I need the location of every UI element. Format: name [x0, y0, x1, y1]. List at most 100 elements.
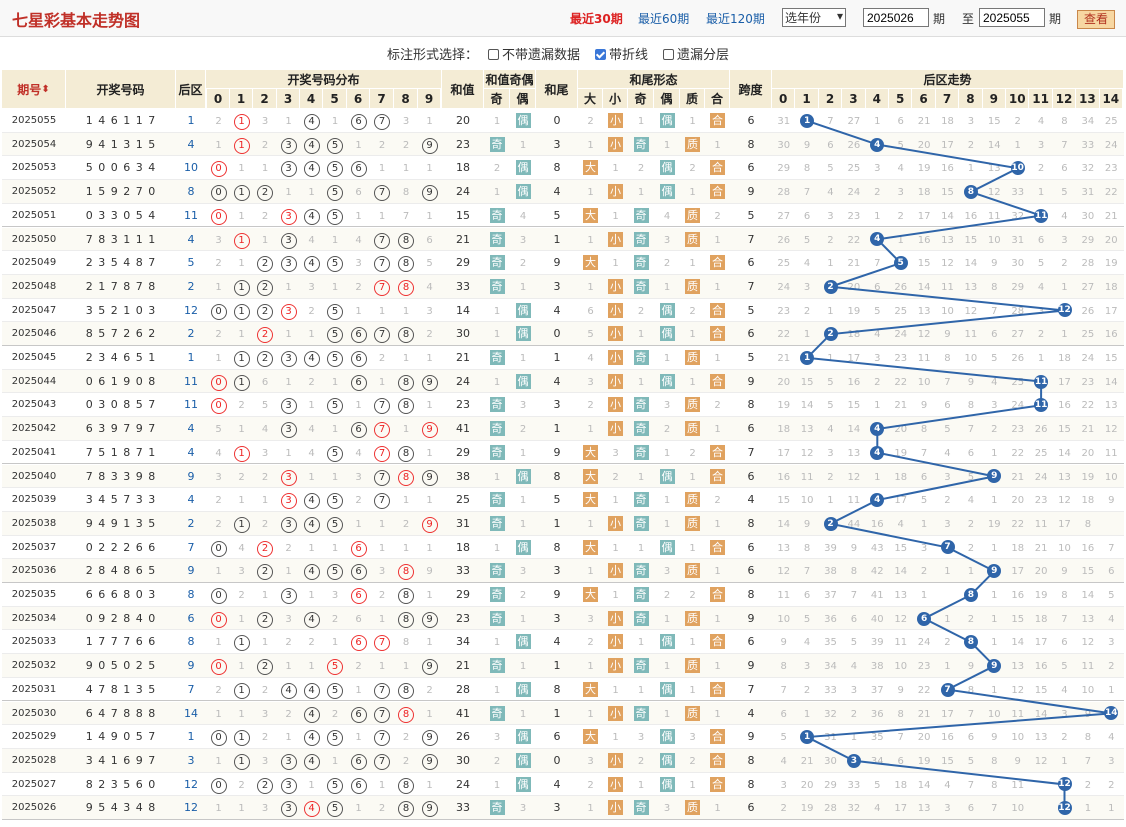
- composite-cell-miss: 1: [714, 661, 721, 673]
- checkbox-no-miss[interactable]: [488, 49, 499, 60]
- tail-even-cell-miss: 2: [663, 424, 671, 436]
- dist-cell-9: 9: [418, 796, 441, 820]
- year-select[interactable]: 选年份 ▾: [782, 8, 846, 27]
- back-miss: 9: [944, 329, 951, 341]
- checkbox-miss-layer[interactable]: [663, 49, 674, 60]
- dist-cell-6: 6: [347, 180, 370, 204]
- dist-miss: 2: [238, 779, 245, 791]
- back-miss: 29: [1011, 281, 1025, 293]
- dist-miss: 4: [355, 234, 362, 246]
- back-miss-cell: 25: [842, 156, 865, 180]
- big-cell: 1: [578, 275, 603, 299]
- dist-miss: 4: [238, 542, 245, 554]
- back-miss: 12: [1081, 637, 1095, 649]
- back-cell: 4: [187, 422, 195, 436]
- period-link-120[interactable]: 最近120期: [706, 12, 765, 26]
- back-trend-ball: 5: [893, 256, 908, 271]
- dist-cell-6: 6: [347, 583, 370, 607]
- numbers-cell: 0 3 3 0 5 4: [85, 208, 157, 222]
- back-miss: 17: [941, 139, 954, 151]
- tail-even-cell: 1: [654, 346, 680, 370]
- composite-cell-tag: 合: [710, 776, 725, 792]
- dist-cell-5: 2: [323, 702, 347, 726]
- big-cell: 大: [578, 441, 603, 465]
- option-miss-layer[interactable]: 遗漏分层: [663, 44, 729, 63]
- dist-ball: 6: [350, 161, 367, 178]
- back-trend-ball: 4: [870, 232, 885, 247]
- prime-cell-tag: 质: [685, 231, 700, 247]
- back-miss-cell: 11: [1100, 441, 1123, 465]
- back-miss-cell: 5: [842, 630, 865, 654]
- dist-cell-3: 3: [277, 156, 300, 180]
- dist-cell-5: 1: [323, 465, 347, 489]
- back-trend-ball: 6: [917, 611, 932, 626]
- sum-even-cell: 1: [510, 654, 536, 678]
- sum-odd-cell-tag: 奇: [489, 231, 505, 247]
- dist-cell-7: 1: [370, 654, 394, 678]
- back-miss: 5: [897, 139, 904, 151]
- prime-cell-miss: 1: [689, 116, 696, 127]
- back-miss: 18: [847, 329, 861, 341]
- from-period-input[interactable]: [863, 8, 929, 27]
- back-miss: 4: [944, 779, 951, 791]
- dist-cell-1: 1: [230, 346, 253, 370]
- back-miss-cell: 4: [889, 512, 912, 536]
- to-period-input[interactable]: [979, 8, 1045, 27]
- back-miss: 40: [870, 613, 884, 625]
- back-miss-cell: 22: [772, 322, 795, 346]
- dist-miss: 6: [261, 376, 269, 388]
- sum-odd-cell-miss: 1: [493, 684, 501, 696]
- sum-even-cell-miss: 3: [519, 400, 527, 412]
- tail-odd-cell: 奇: [628, 654, 654, 678]
- tail-odd-cell: 奇: [628, 228, 654, 252]
- dist-miss: 1: [215, 755, 222, 767]
- dist-cell-5: 5: [323, 773, 347, 797]
- tail-even-cell-miss: 1: [663, 139, 671, 151]
- dist-cell-5: 1: [323, 228, 347, 252]
- dist-cell-6: 1: [347, 678, 370, 702]
- back-miss-cell: 15: [983, 109, 1006, 133]
- back-miss-cell: 13: [959, 275, 982, 299]
- back-miss-cell: 18: [889, 773, 912, 797]
- back-miss-cell: 42: [866, 559, 889, 583]
- dist-ball: 2: [257, 564, 273, 581]
- back-miss: 19: [777, 400, 791, 412]
- options-label: 标注形式选择：: [387, 48, 479, 63]
- back-miss: 2: [944, 637, 951, 649]
- back-miss: 11: [964, 329, 978, 341]
- small-cell: 小: [603, 630, 628, 654]
- dist-cell-2: 2: [253, 536, 277, 560]
- checkbox-polyline[interactable]: [595, 49, 606, 60]
- back-miss-cell: 1: [866, 109, 889, 133]
- header-back-num-2: 2: [818, 89, 843, 109]
- period-link-30[interactable]: 最近30期: [570, 12, 623, 26]
- period-link-60[interactable]: 最近60期: [638, 12, 690, 26]
- back-trend-ball: 4: [870, 421, 885, 436]
- dist-cell-6: 6: [347, 559, 370, 583]
- query-button[interactable]: 查看: [1077, 10, 1115, 29]
- dist-cell-2: 5: [253, 393, 277, 417]
- dist-miss: 1: [285, 661, 292, 673]
- back-miss: 23: [777, 305, 791, 317]
- sum-odd-cell-tag: 奇: [489, 255, 505, 271]
- back-miss-cell: 26: [1029, 417, 1052, 441]
- back-miss-cell: 24: [1100, 133, 1123, 157]
- dist-ball: 3: [280, 208, 297, 225]
- dist-miss: 4: [215, 447, 222, 459]
- small-cell-tag: 小: [608, 113, 623, 128]
- big-cell-miss: 4: [587, 353, 594, 364]
- dist-cell-6: 2: [347, 654, 370, 678]
- option-polyline[interactable]: 带折线: [595, 44, 648, 63]
- option-no-miss[interactable]: 不带遗漏数据: [488, 44, 580, 63]
- back-miss: 9: [1108, 495, 1115, 507]
- prime-cell-tag: 质: [685, 515, 700, 531]
- back-miss: 22: [1011, 518, 1025, 530]
- composite-cell: 合: [705, 630, 730, 654]
- period-cell: 2025027: [11, 778, 57, 790]
- dist-cell-9: 4: [418, 275, 441, 299]
- back-miss: 6: [874, 281, 881, 293]
- back-miss-cell: 8: [795, 156, 818, 180]
- sort-icon[interactable]: ⬍: [41, 83, 50, 95]
- sum-even-cell: 1: [510, 702, 536, 726]
- back-miss-cell: 17: [936, 133, 959, 157]
